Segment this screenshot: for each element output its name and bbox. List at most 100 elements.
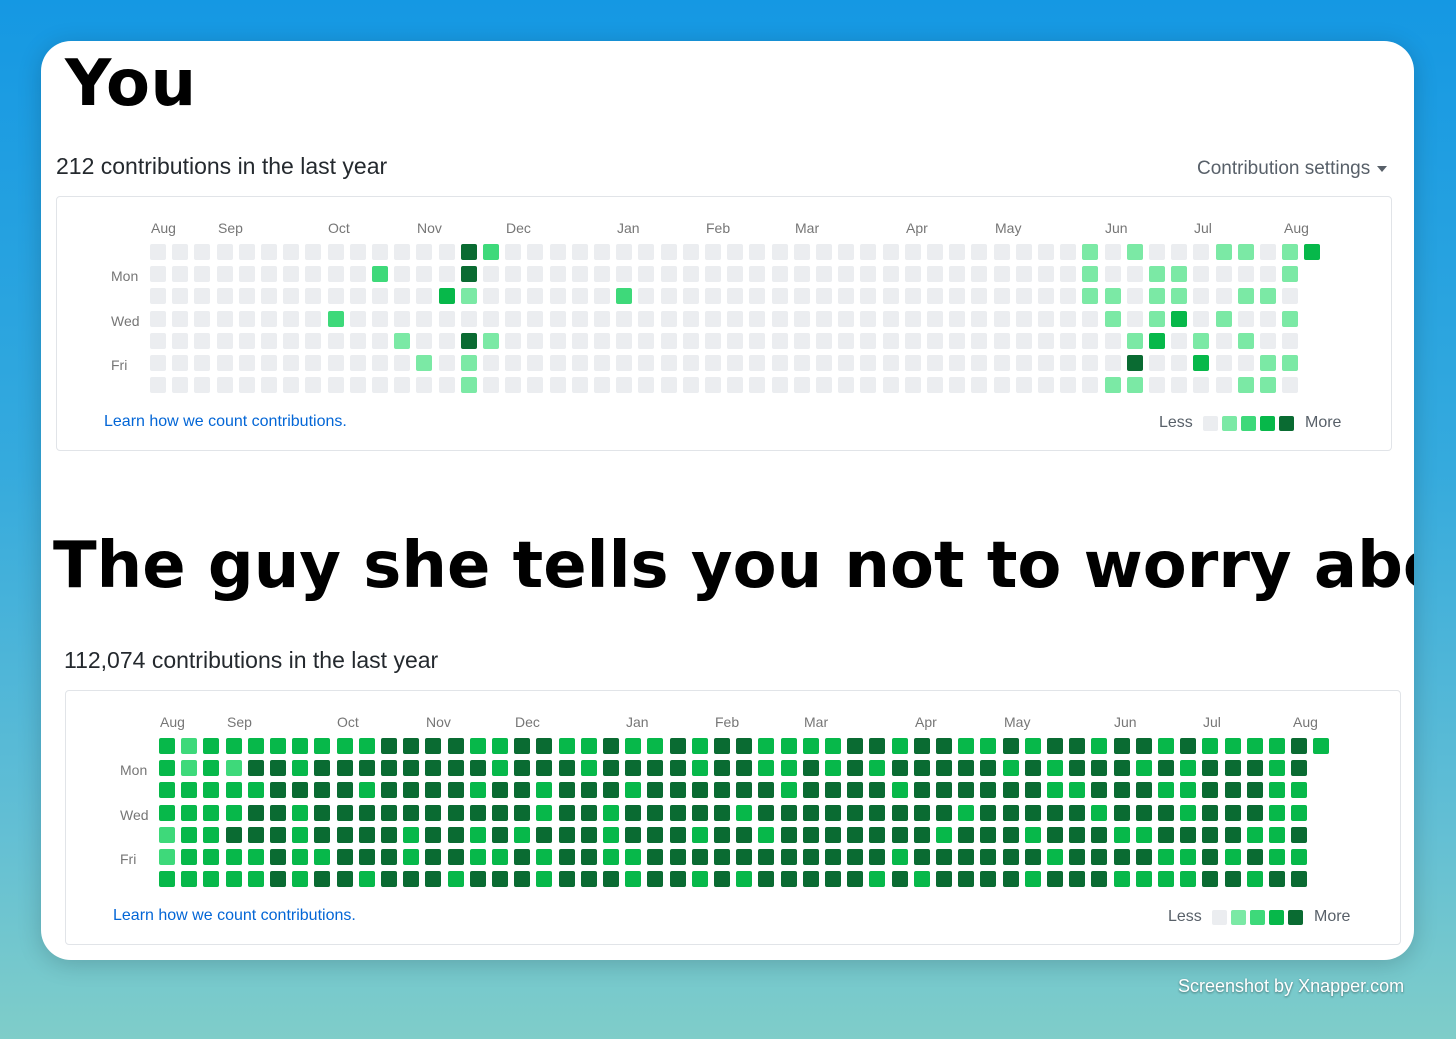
contribution-cell[interactable] <box>327 332 344 349</box>
contribution-cell[interactable] <box>150 244 166 260</box>
contribution-cell[interactable] <box>372 266 388 283</box>
contribution-cell[interactable] <box>238 310 255 327</box>
contribution-cell[interactable] <box>1135 760 1152 777</box>
contribution-cell[interactable] <box>261 288 277 305</box>
contribution-cell[interactable] <box>949 288 966 305</box>
contribution-cell[interactable] <box>1282 266 1299 283</box>
contribution-cell[interactable] <box>727 332 744 349</box>
contribution-cell[interactable] <box>1069 871 1086 888</box>
contribution-cell[interactable] <box>381 871 397 888</box>
contribution-cell[interactable] <box>292 782 309 799</box>
contribution-cell[interactable] <box>1104 288 1121 305</box>
contribution-cell[interactable] <box>638 310 655 327</box>
contribution-cell[interactable] <box>261 377 277 394</box>
contribution-cell[interactable] <box>1091 738 1108 754</box>
contribution-cell[interactable] <box>416 377 433 394</box>
contribution-cell[interactable] <box>225 826 242 843</box>
contribution-cell[interactable] <box>638 288 655 305</box>
contribution-cell[interactable] <box>438 377 455 394</box>
contribution-cell[interactable] <box>216 244 233 260</box>
contribution-cell[interactable] <box>825 738 841 754</box>
contribution-cell[interactable] <box>225 804 242 821</box>
contribution-cell[interactable] <box>514 826 531 843</box>
contribution-cell[interactable] <box>1113 738 1130 754</box>
contribution-cell[interactable] <box>669 804 686 821</box>
contribution-cell[interactable] <box>1260 310 1276 327</box>
contribution-cell[interactable] <box>549 332 566 349</box>
contribution-cell[interactable] <box>1135 738 1152 754</box>
contribution-cell[interactable] <box>372 310 388 327</box>
contribution-cell[interactable] <box>505 310 522 327</box>
contribution-cell[interactable] <box>1215 355 1232 371</box>
contribution-cell[interactable] <box>927 288 943 305</box>
contribution-cell[interactable] <box>882 332 899 349</box>
contribution-cell[interactable] <box>1246 849 1263 865</box>
contribution-cell[interactable] <box>958 804 975 821</box>
contribution-cell[interactable] <box>527 377 544 394</box>
contribution-cell[interactable] <box>1171 355 1188 371</box>
contribution-cell[interactable] <box>594 355 610 371</box>
contribution-cell[interactable] <box>927 377 943 394</box>
contribution-cell[interactable] <box>159 871 175 888</box>
contribution-cell[interactable] <box>527 288 544 305</box>
contribution-cell[interactable] <box>483 266 499 283</box>
contribution-cell[interactable] <box>980 782 997 799</box>
contribution-cell[interactable] <box>460 288 477 305</box>
contribution-cell[interactable] <box>1193 332 1210 349</box>
contribution-cell[interactable] <box>1015 355 1032 371</box>
contribution-cell[interactable] <box>1180 826 1197 843</box>
contribution-cell[interactable] <box>270 738 286 754</box>
contribution-cell[interactable] <box>172 266 189 283</box>
contribution-cell[interactable] <box>247 782 264 799</box>
contribution-cell[interactable] <box>1047 871 1063 888</box>
contribution-cell[interactable] <box>283 310 300 327</box>
contribution-cell[interactable] <box>247 826 264 843</box>
contribution-cell[interactable] <box>194 310 211 327</box>
contribution-cell[interactable] <box>261 332 277 349</box>
contribution-cell[interactable] <box>403 871 420 888</box>
contribution-cell[interactable] <box>558 760 575 777</box>
contribution-cell[interactable] <box>1149 377 1165 394</box>
contribution-cell[interactable] <box>816 244 832 260</box>
contribution-cell[interactable] <box>571 266 588 283</box>
contribution-cell[interactable] <box>381 738 397 754</box>
contribution-cell[interactable] <box>603 760 619 777</box>
contribution-cell[interactable] <box>225 782 242 799</box>
contribution-cell[interactable] <box>1002 760 1019 777</box>
contribution-cell[interactable] <box>927 355 943 371</box>
contribution-cell[interactable] <box>1202 760 1219 777</box>
contribution-cell[interactable] <box>571 332 588 349</box>
contribution-cell[interactable] <box>203 849 220 865</box>
contribution-cell[interactable] <box>980 760 997 777</box>
contribution-cell[interactable] <box>1246 782 1263 799</box>
contribution-cell[interactable] <box>869 804 886 821</box>
contribution-cell[interactable] <box>616 332 633 349</box>
contribution-cell[interactable] <box>1047 760 1063 777</box>
contribution-cell[interactable] <box>483 310 499 327</box>
contribution-cell[interactable] <box>425 826 442 843</box>
contribution-cell[interactable] <box>181 782 198 799</box>
contribution-cell[interactable] <box>860 310 877 327</box>
contribution-cell[interactable] <box>1091 826 1108 843</box>
contribution-cell[interactable] <box>558 782 575 799</box>
contribution-cell[interactable] <box>705 377 721 394</box>
contribution-cell[interactable] <box>203 738 220 754</box>
contribution-cell[interactable] <box>616 266 633 283</box>
contribution-cell[interactable] <box>358 804 375 821</box>
contribution-cell[interactable] <box>261 244 277 260</box>
contribution-cell[interactable] <box>993 266 1010 283</box>
contribution-cell[interactable] <box>904 244 921 260</box>
contribution-cell[interactable] <box>660 288 677 305</box>
contribution-cell[interactable] <box>505 332 522 349</box>
contribution-cell[interactable] <box>625 738 642 754</box>
contribution-cell[interactable] <box>283 288 300 305</box>
contribution-cell[interactable] <box>980 804 997 821</box>
contribution-cell[interactable] <box>1015 310 1032 327</box>
contribution-cell[interactable] <box>416 266 433 283</box>
contribution-cell[interactable] <box>314 871 331 888</box>
contribution-cell[interactable] <box>416 355 433 371</box>
contribution-cell[interactable] <box>891 871 908 888</box>
contribution-cell[interactable] <box>971 244 988 260</box>
contribution-cell[interactable] <box>638 377 655 394</box>
contribution-cell[interactable] <box>181 849 198 865</box>
